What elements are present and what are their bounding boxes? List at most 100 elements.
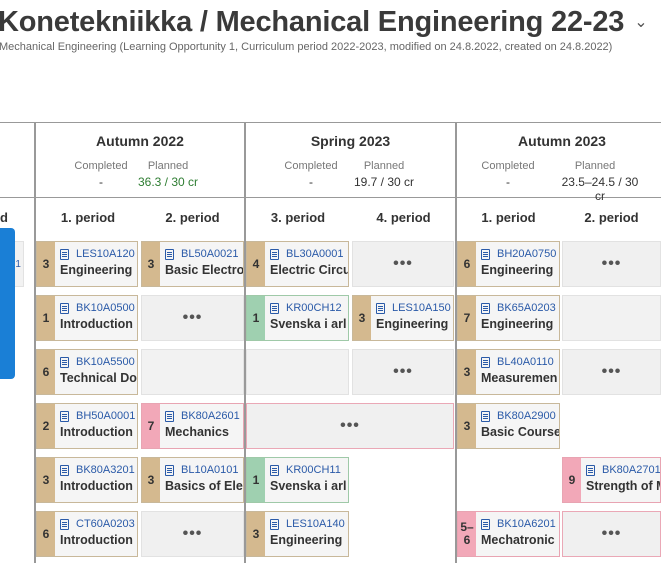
document-icon	[481, 410, 490, 422]
document-icon	[376, 302, 385, 314]
credits-badge: 3	[37, 458, 55, 502]
course-code: BK80A2601	[181, 410, 240, 422]
course-code: BL40A0110	[497, 356, 554, 368]
document-icon	[481, 248, 490, 260]
term-spring-2023: Spring 2023 Completed Planned - 19.7 / 3…	[246, 123, 455, 198]
planned-value: 36.3 / 30 cr	[137, 175, 199, 189]
planned-label: Planned	[574, 160, 616, 172]
planned-value: 19.7 / 30 cr	[353, 175, 415, 189]
course-card[interactable]: 3 BL50A0021 Basic Electro	[141, 241, 244, 287]
course-card[interactable]: 1 BK10A0500 Introduction	[36, 295, 138, 341]
course-name: Mechatronic	[481, 533, 555, 547]
document-icon	[270, 464, 279, 476]
page-subtitle: Mechanical Engineering (Learning Opportu…	[0, 41, 613, 53]
completed-value: -	[99, 175, 103, 189]
course-card[interactable]: 9 BK80A2701 Strength of M	[562, 457, 661, 503]
course-code: CT60A0203	[76, 518, 135, 530]
course-card[interactable]: 6 BH20A0750 Engineering	[457, 241, 560, 287]
course-name: Technical Do	[60, 371, 137, 385]
credits-badge: 3	[142, 458, 160, 502]
completed-label: Completed	[74, 160, 128, 172]
term-name: Autumn 2022	[96, 133, 184, 149]
side-panel-toggle[interactable]	[0, 228, 15, 379]
course-name: Engineering	[376, 317, 449, 331]
course-card[interactable]: 3 LES10A150 Engineering	[352, 295, 454, 341]
course-code: BH20A0750	[497, 248, 557, 260]
empty-slot	[141, 349, 244, 395]
course-code: BH50A0001	[76, 410, 136, 422]
document-icon	[481, 302, 490, 314]
more-button[interactable]: •••	[352, 241, 454, 287]
credits-badge: 4	[247, 242, 265, 286]
completed-value: -	[506, 175, 510, 189]
credits-badge: 7	[142, 404, 160, 448]
course-card[interactable]: 1 KR00CH12 Svenska i arl	[246, 295, 349, 341]
course-card[interactable]: 4 BL30A0001 Electric Circu	[246, 241, 349, 287]
document-icon	[60, 302, 69, 314]
course-card[interactable]: 3 BL10A0101 Basics of Ele	[141, 457, 244, 503]
document-icon	[60, 248, 69, 260]
credits-badge: 3	[353, 296, 371, 340]
course-code: KR00CH12	[286, 302, 342, 314]
more-button[interactable]: •••	[246, 403, 454, 449]
course-card[interactable]: 2 BH50A0001 Introduction	[36, 403, 138, 449]
divider	[34, 122, 36, 563]
more-button[interactable]: •••	[562, 349, 661, 395]
page-title: Konetekniikka / Mechanical Engineering 2…	[0, 2, 648, 42]
course-card[interactable]: 3 BK80A2900 Basic Course	[457, 403, 560, 449]
credits-badge: 6	[37, 512, 55, 556]
more-button[interactable]: •••	[562, 241, 661, 287]
course-card[interactable]: 1 KR00CH11 Svenska i arl	[246, 457, 349, 503]
divider	[244, 122, 246, 563]
completed-label: Completed	[284, 160, 338, 172]
more-button[interactable]: •••	[352, 349, 454, 395]
page-title-text: Konetekniikka / Mechanical Engineering 2…	[0, 5, 625, 38]
course-code: KR00CH11	[286, 464, 341, 476]
divider	[0, 122, 661, 123]
course-name: Engineering	[481, 317, 554, 331]
more-button[interactable]: •••	[141, 295, 244, 341]
course-name: Measuremen	[481, 371, 558, 385]
course-card[interactable]: 6 BK10A5500 Technical Do	[36, 349, 138, 395]
document-icon	[481, 518, 490, 530]
period-header: 1. period	[481, 210, 536, 225]
more-button[interactable]: •••	[562, 511, 661, 557]
credits-badge: 3	[458, 350, 476, 394]
course-code: BK80A2701	[602, 464, 660, 476]
document-icon	[60, 464, 69, 476]
completed-value: -	[309, 175, 313, 189]
credits-badge: 1	[247, 458, 265, 502]
credits-badge: 7	[458, 296, 476, 340]
course-card[interactable]: 7 BK65A0203 Engineering	[457, 295, 560, 341]
period-header: d	[0, 210, 8, 225]
course-card[interactable]: 6 CT60A0203 Introduction	[36, 511, 138, 557]
document-icon	[270, 302, 279, 314]
course-card[interactable]: 3 LES10A120 Engineering	[36, 241, 138, 287]
course-card[interactable]: 7 BK80A2601 Mechanics	[141, 403, 244, 449]
divider	[455, 122, 457, 563]
document-icon	[60, 518, 69, 530]
course-card[interactable]: 3 LES10A140 Engineering	[246, 511, 349, 557]
plan-grid	[0, 122, 661, 563]
course-card[interactable]: 5– 6 BK10A6201 Mechatronic	[457, 511, 560, 557]
course-card[interactable]: 3 BK80A3201 Introduction	[36, 457, 138, 503]
course-name: Mechanics	[165, 425, 229, 439]
course-name: Strength of M	[586, 479, 660, 493]
document-icon	[586, 464, 595, 476]
course-code: LES10A120	[76, 248, 135, 260]
credits-badge: 3	[247, 512, 265, 556]
credits-badge: 6	[37, 350, 55, 394]
completed-label: Completed	[481, 160, 535, 172]
chevron-down-icon[interactable]: ⌄	[634, 14, 648, 31]
document-icon	[270, 248, 279, 260]
more-button[interactable]: •••	[141, 511, 244, 557]
course-name: Engineering	[60, 263, 133, 277]
planned-label: Planned	[363, 160, 405, 172]
course-card[interactable]: 3 BL40A0110 Measuremen	[457, 349, 560, 395]
course-code: BK80A2900	[497, 410, 556, 422]
course-code: BL30A0001	[286, 248, 344, 260]
period-header: 2. period	[165, 210, 220, 225]
planned-label: Planned	[147, 160, 189, 172]
course-name: Basics of Ele	[165, 479, 243, 493]
course-code: BL50A0021	[181, 248, 239, 260]
